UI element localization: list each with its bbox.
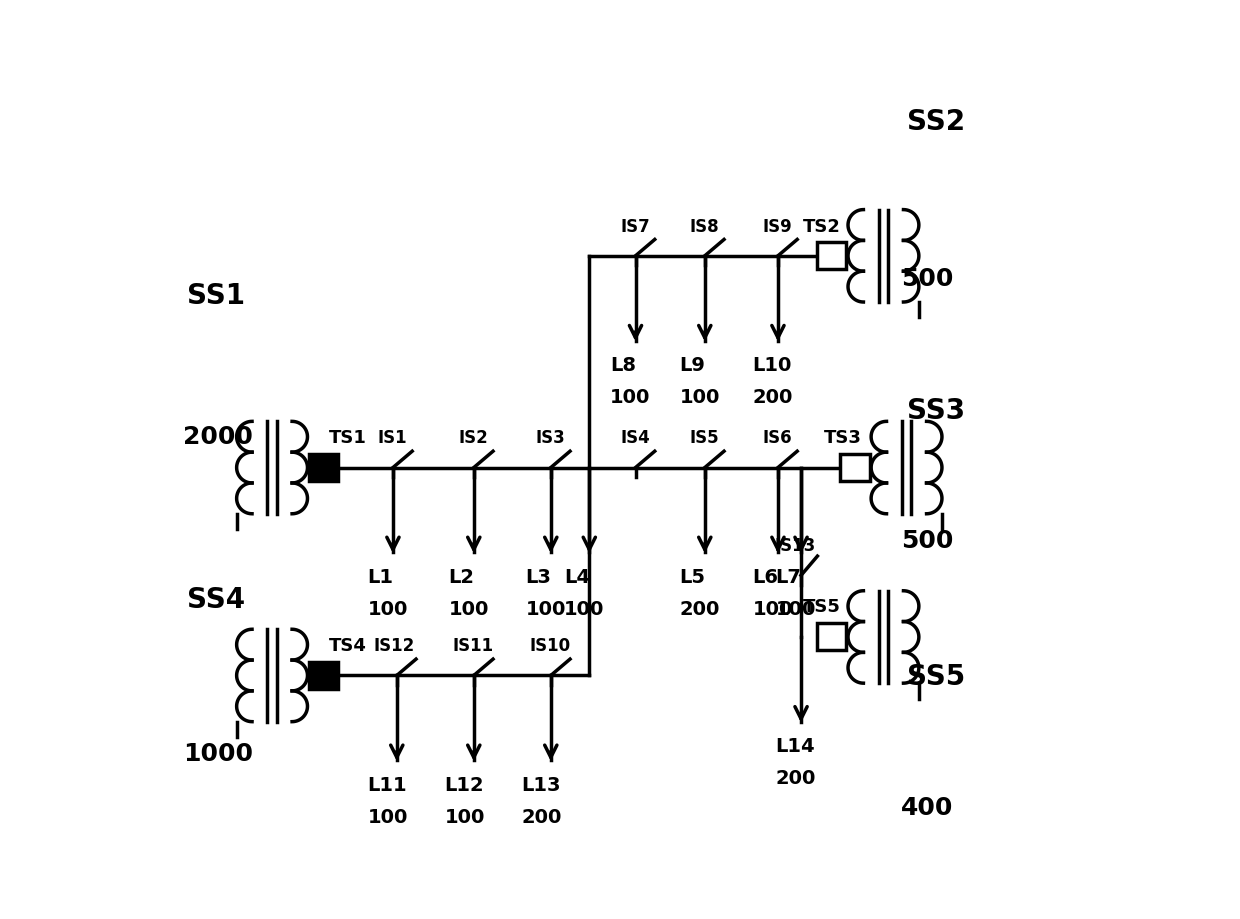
Text: TS2: TS2 xyxy=(804,218,841,236)
Text: 1000: 1000 xyxy=(182,743,253,766)
Text: TS5: TS5 xyxy=(804,598,841,616)
Text: IS1: IS1 xyxy=(377,429,407,447)
Bar xyxy=(817,623,847,651)
Text: 500: 500 xyxy=(901,529,954,553)
Text: L7: L7 xyxy=(776,568,801,586)
Bar xyxy=(309,454,339,481)
Text: L14: L14 xyxy=(776,737,815,756)
Text: 200: 200 xyxy=(522,808,562,827)
Text: TS4: TS4 xyxy=(329,637,367,654)
Text: 100: 100 xyxy=(449,600,489,619)
Text: IS2: IS2 xyxy=(459,429,489,447)
Text: SS2: SS2 xyxy=(906,108,965,136)
Text: L8: L8 xyxy=(610,356,636,375)
Text: 100: 100 xyxy=(526,600,565,619)
Text: TS3: TS3 xyxy=(825,429,862,447)
Text: 100: 100 xyxy=(776,600,816,619)
Text: L5: L5 xyxy=(680,568,706,586)
Text: 100: 100 xyxy=(610,388,651,407)
Text: IS9: IS9 xyxy=(763,218,792,236)
Text: 400: 400 xyxy=(901,797,954,821)
Text: IS13: IS13 xyxy=(774,537,816,554)
Text: IS12: IS12 xyxy=(373,637,415,654)
Text: SS1: SS1 xyxy=(187,282,246,310)
Text: SS3: SS3 xyxy=(906,397,965,425)
Text: TS1: TS1 xyxy=(329,429,367,447)
Text: 100: 100 xyxy=(680,388,719,407)
Text: IS6: IS6 xyxy=(763,429,792,447)
Text: L2: L2 xyxy=(449,568,475,586)
Text: IS4: IS4 xyxy=(620,429,650,447)
Text: L12: L12 xyxy=(444,776,484,795)
Text: IS3: IS3 xyxy=(536,429,565,447)
Bar xyxy=(817,243,847,269)
Text: IS5: IS5 xyxy=(689,429,719,447)
Bar xyxy=(841,454,869,481)
Text: 100: 100 xyxy=(367,600,408,619)
Text: IS11: IS11 xyxy=(453,637,494,654)
Text: IS10: IS10 xyxy=(529,637,570,654)
Text: L3: L3 xyxy=(526,568,552,586)
Text: SS4: SS4 xyxy=(187,585,246,614)
Text: 100: 100 xyxy=(444,808,485,827)
Text: L4: L4 xyxy=(564,568,590,586)
Text: 200: 200 xyxy=(776,769,816,789)
Text: IS7: IS7 xyxy=(620,218,650,236)
Text: 200: 200 xyxy=(753,388,792,407)
Text: L11: L11 xyxy=(367,776,407,795)
Bar xyxy=(309,662,339,689)
Text: L9: L9 xyxy=(680,356,706,375)
Text: 100: 100 xyxy=(564,600,604,619)
Text: 200: 200 xyxy=(680,600,719,619)
Text: L13: L13 xyxy=(522,776,560,795)
Text: SS5: SS5 xyxy=(906,663,965,691)
Text: IS8: IS8 xyxy=(689,218,719,236)
Text: L10: L10 xyxy=(753,356,792,375)
Text: 100: 100 xyxy=(753,600,792,619)
Text: 2000: 2000 xyxy=(182,425,253,449)
Text: 500: 500 xyxy=(901,267,954,291)
Text: L1: L1 xyxy=(367,568,393,586)
Text: L6: L6 xyxy=(753,568,779,586)
Text: 100: 100 xyxy=(367,808,408,827)
